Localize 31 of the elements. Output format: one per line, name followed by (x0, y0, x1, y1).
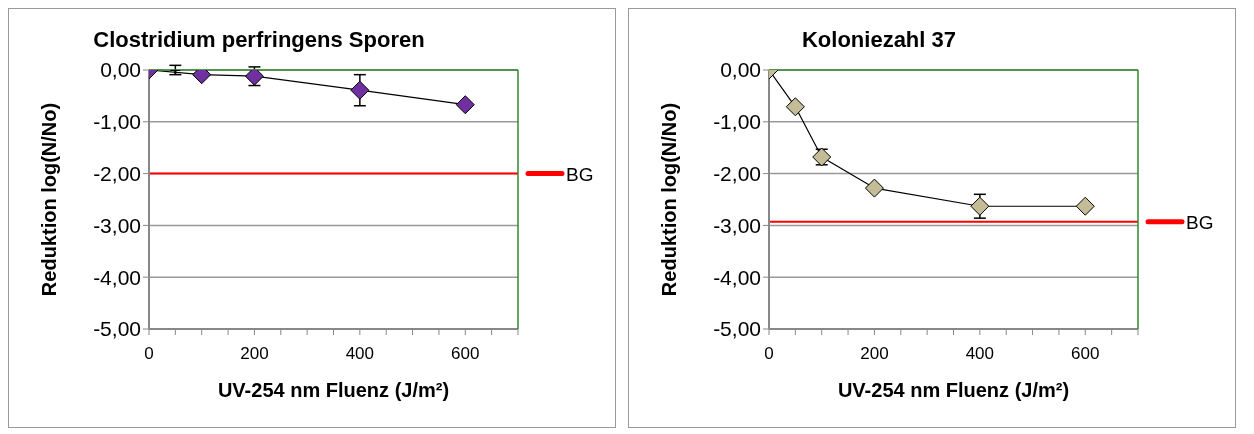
x-tick-label: 0 (764, 344, 774, 363)
x-axis-title: UV-254 nm Fluenz (J/m²) (217, 379, 450, 401)
y-tick-label: -3,00 (713, 213, 761, 237)
point (1075, 196, 1095, 216)
y-tick-label: -5,00 (93, 317, 141, 341)
y-tick-label: -1,00 (93, 110, 141, 134)
ref-line-label: BG (566, 163, 594, 185)
y-tick-label: -2,00 (93, 162, 141, 186)
x-tick-label: 200 (240, 344, 269, 363)
y-tick-label: 0,00 (720, 58, 761, 82)
y-tick-label: 0,00 (100, 58, 141, 82)
x-axis-title: UV-254 nm Fluenz (J/m²) (837, 379, 1070, 401)
y-tick-label: -2,00 (713, 162, 761, 186)
point (785, 97, 805, 117)
y-tick-label: -4,00 (93, 265, 141, 289)
x-tick-label: 600 (451, 344, 480, 363)
x-tick-label: 400 (965, 344, 995, 363)
x-tick-label: 200 (860, 344, 889, 363)
y-axis-title: Reduktion log(N/No) (658, 102, 681, 297)
y-axis-title: Reduktion log(N/No) (38, 102, 61, 297)
y-tick-label: -1,00 (713, 110, 761, 134)
point (864, 178, 884, 198)
chart-title: Clostridium perfringens Sporen (92, 27, 426, 53)
x-tick-label: 400 (345, 344, 375, 363)
ref-line-label: BG (1186, 211, 1214, 233)
chart-title: Koloniezahl 37 (800, 27, 957, 53)
x-tick-label: 0 (144, 344, 154, 363)
y-tick-label: -3,00 (93, 213, 141, 237)
x-tick-label: 600 (1071, 344, 1100, 363)
y-tick-label: -5,00 (713, 317, 761, 341)
y-tick-label: -4,00 (713, 265, 761, 289)
